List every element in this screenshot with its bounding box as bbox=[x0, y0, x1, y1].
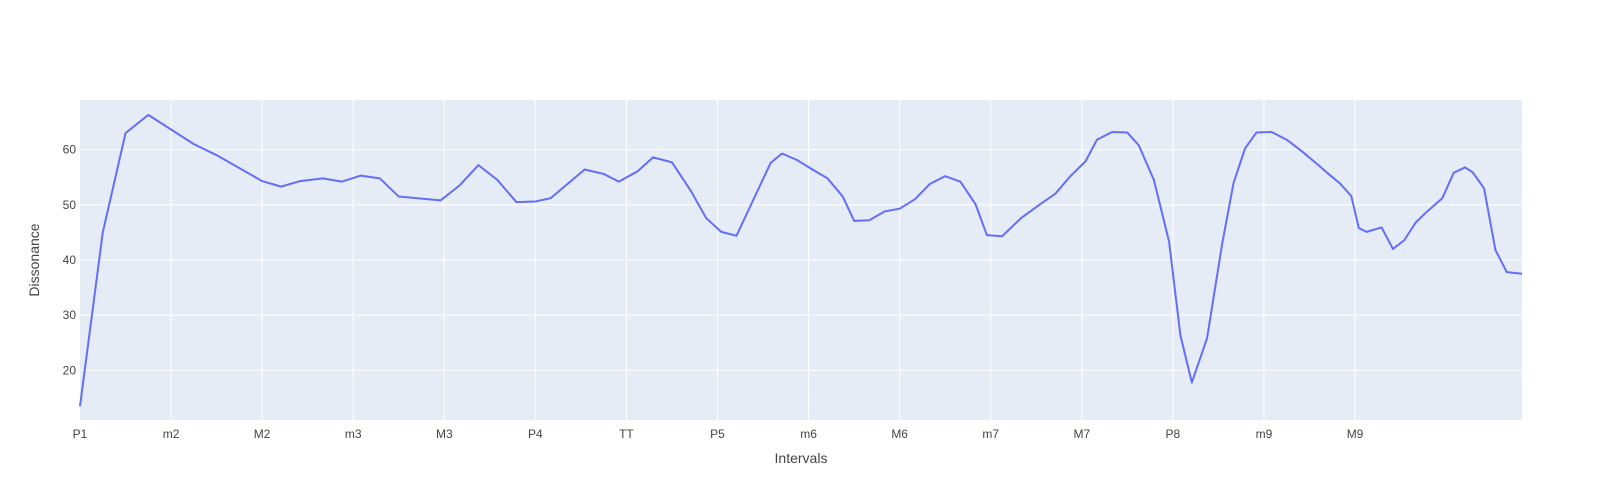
x-tick-label: M2 bbox=[254, 427, 271, 441]
x-axis-title: Intervals bbox=[775, 450, 828, 466]
x-tick-label: m9 bbox=[1256, 427, 1273, 441]
y-tick-label: 30 bbox=[63, 308, 77, 322]
y-gridlines bbox=[80, 149, 1522, 371]
y-tick-label: 50 bbox=[63, 198, 77, 212]
x-tick-labels: P1 m2 M2 m3 M3 P4 TT P5 m6 M6 m7 M7 P8 m9 M9 bbox=[73, 427, 1364, 441]
x-tick-label: TT bbox=[619, 427, 634, 441]
x-tick-label: m6 bbox=[800, 427, 817, 441]
x-tick-label: P1 bbox=[73, 427, 88, 441]
y-tick-labels: 20 30 40 50 60 bbox=[63, 143, 77, 378]
y-axis-title: Dissonance bbox=[26, 223, 42, 296]
x-tick-label: M3 bbox=[436, 427, 453, 441]
x-tick-label: M6 bbox=[891, 427, 908, 441]
x-tick-label: P4 bbox=[528, 427, 543, 441]
x-tick-label: m2 bbox=[163, 427, 180, 441]
y-tick-label: 20 bbox=[63, 363, 77, 377]
series-layer bbox=[79, 113, 1523, 407]
y-tick-label: 40 bbox=[63, 253, 77, 267]
x-tick-label: m3 bbox=[345, 427, 362, 441]
x-tick-label: P8 bbox=[1166, 427, 1181, 441]
y-tick-label: 60 bbox=[63, 143, 77, 157]
x-tick-label: M9 bbox=[1347, 427, 1364, 441]
x-tick-label: M7 bbox=[1073, 427, 1090, 441]
x-tick-label: m7 bbox=[982, 427, 999, 441]
dissonance-series-line bbox=[79, 113, 1523, 407]
x-tick-label: P5 bbox=[710, 427, 725, 441]
